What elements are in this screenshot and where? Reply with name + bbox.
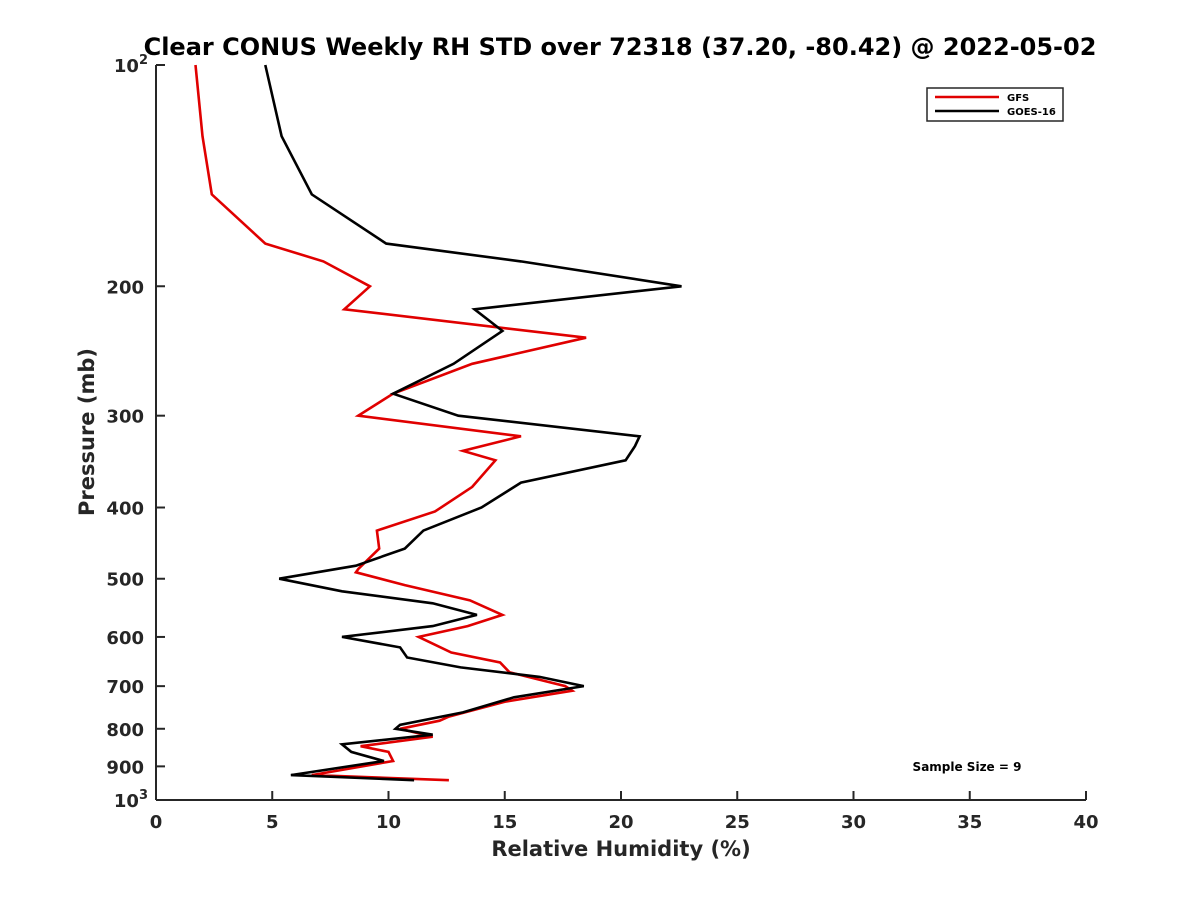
y-tick-label: 700 [106, 677, 144, 698]
chart-title: Clear CONUS Weekly RH STD over 72318 (37… [144, 33, 1097, 61]
y-tick-label: 400 [106, 499, 144, 520]
y-tick-label: 600 [106, 628, 144, 649]
x-tick-label: 5 [266, 812, 279, 833]
x-tick-label: 0 [150, 812, 163, 833]
x-tick-label: 20 [608, 812, 633, 833]
y-ticks: 102 200 300 400 500 600 700 800 900 103 [106, 53, 165, 812]
y-tick-label: 300 [106, 407, 144, 428]
series-line-goes16 [264, 64, 682, 782]
sample-size-annotation: Sample Size = 9 [913, 760, 1022, 774]
legend-label-goes16: GOES-16 [1007, 107, 1056, 118]
y-tick-label: 200 [106, 277, 144, 298]
x-tick-label: 15 [492, 812, 517, 833]
x-tick-label: 25 [725, 812, 750, 833]
y-axis-label: Pressure (mb) [75, 348, 99, 516]
x-tick-label: 40 [1073, 812, 1098, 833]
y-tick-label: 103 [114, 788, 148, 812]
y-tick-label: 500 [106, 570, 144, 591]
legend-box [926, 87, 1064, 122]
x-axis-label: Relative Humidity (%) [491, 837, 750, 861]
y-tick-label: 102 [114, 53, 148, 77]
legend: GFS GOES-16 [926, 87, 1064, 122]
series-line-gfs [194, 64, 587, 782]
x-tick-label: 30 [841, 812, 866, 833]
y-tick-label: 800 [106, 720, 144, 741]
x-ticks: 0 5 10 15 20 25 30 35 40 [150, 791, 1099, 833]
legend-label-gfs: GFS [1007, 93, 1029, 104]
x-tick-label: 10 [376, 812, 401, 833]
plot-series [194, 64, 682, 782]
y-tick-label: 900 [106, 757, 144, 778]
x-tick-label: 35 [957, 812, 982, 833]
